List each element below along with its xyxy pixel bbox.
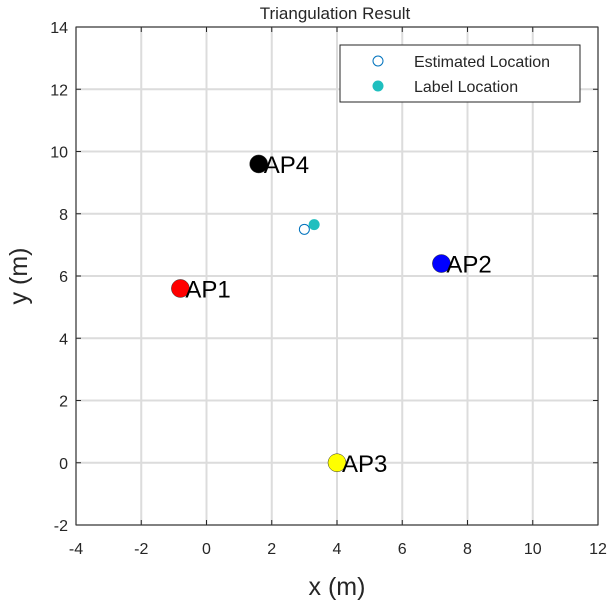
x-tick-label: 8 [463, 541, 472, 558]
y-tick-label: 6 [59, 269, 68, 286]
legend-label-marker [372, 80, 384, 92]
legend-estimated-marker [372, 55, 384, 67]
ap-marker-ap3 [327, 453, 347, 472]
y-tick-label: 12 [50, 82, 68, 99]
legend-estimated-label: Estimated Location [414, 54, 550, 71]
ap-label-ap2: AP2 [446, 252, 491, 279]
x-tick-label: 6 [398, 541, 407, 558]
y-tick-label: 10 [50, 145, 68, 162]
x-tick-label: 4 [333, 541, 342, 558]
ap-label-ap3: AP3 [342, 451, 387, 478]
y-axis-label: y (m) [5, 248, 33, 305]
chart-title: Triangulation Result [260, 4, 411, 23]
ap-marker-ap4 [249, 154, 268, 174]
x-tick-label: 10 [524, 541, 542, 558]
legend-box [339, 44, 581, 103]
ap-marker-ap2 [432, 254, 451, 273]
legend: Estimated Location Label Location [339, 44, 581, 103]
ap-label-ap1: AP1 [185, 276, 230, 303]
ap-marker-ap1 [171, 279, 190, 298]
data-marks: AP1 AP2 AP3 AP4 [171, 152, 492, 478]
x-tick-label: 2 [267, 541, 276, 558]
label-location-point [308, 219, 320, 231]
y-tick-label: 4 [59, 331, 68, 348]
estimated-location-point [298, 223, 310, 235]
x-tick-label: -4 [69, 541, 83, 558]
y-tick-label: -2 [54, 518, 68, 535]
y-tick-label: 8 [59, 207, 68, 224]
y-tick-label: 2 [59, 394, 68, 411]
x-axis-label: x (m) [309, 573, 366, 601]
x-tick-label: -2 [134, 541, 148, 558]
y-tick-label: 0 [59, 456, 68, 473]
legend-label-label: Label Location [414, 79, 518, 96]
y-tick-label: 14 [50, 20, 68, 37]
ap-label-ap4: AP4 [264, 152, 309, 179]
x-tick-label: 0 [202, 541, 211, 558]
x-tick-label: 12 [589, 541, 607, 558]
